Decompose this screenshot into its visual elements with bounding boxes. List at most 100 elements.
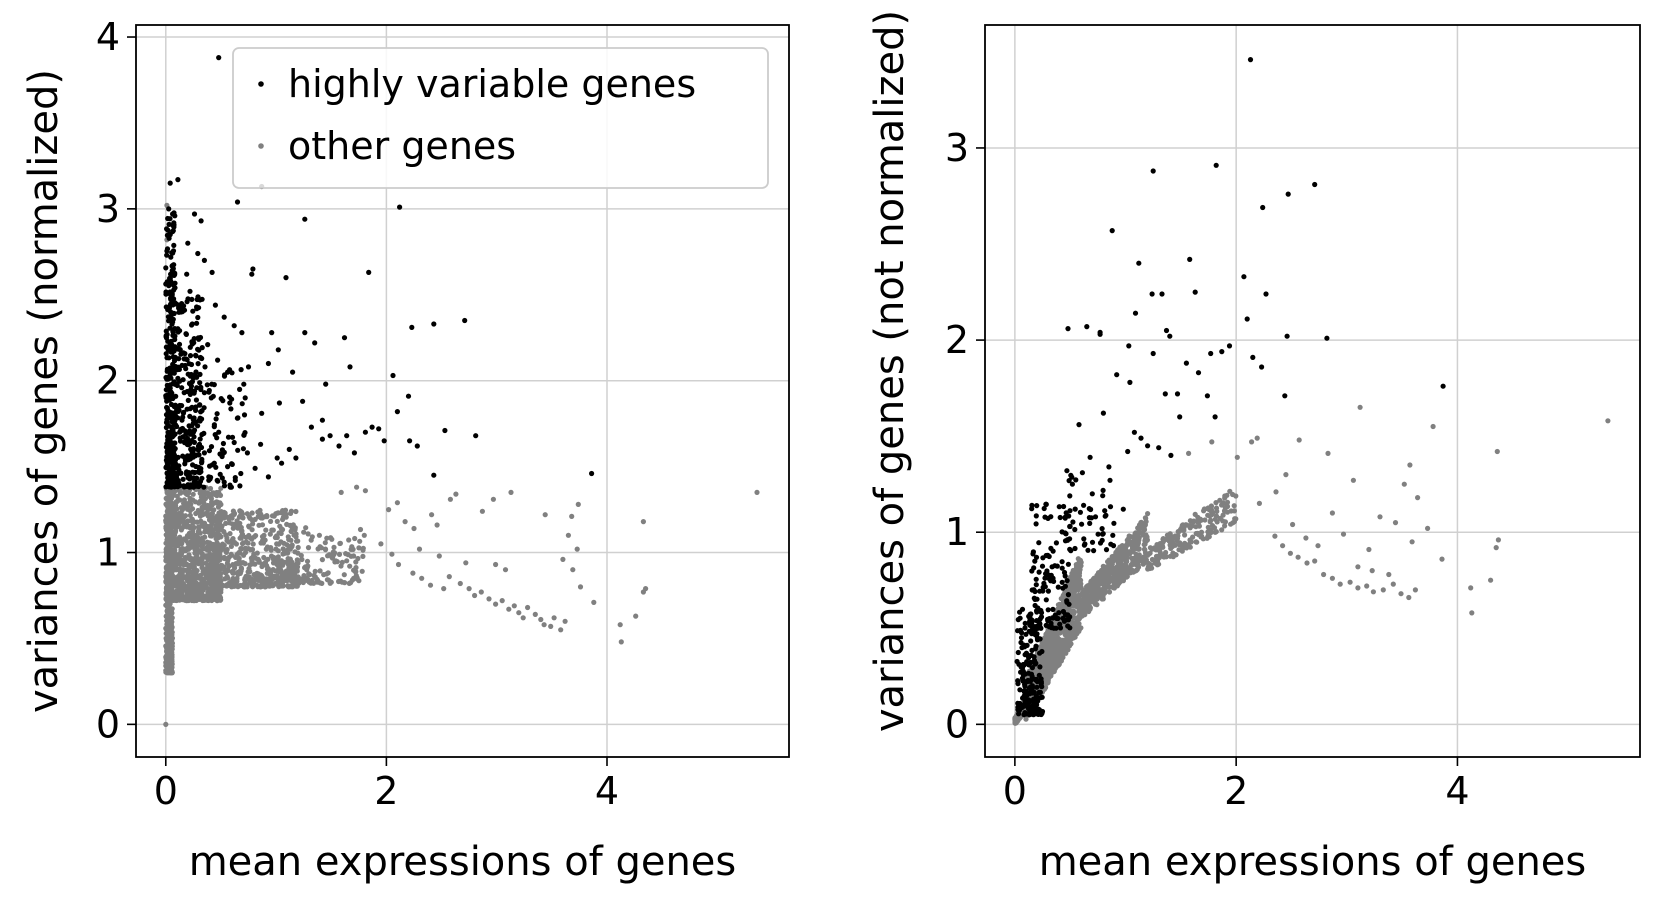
highly-variable-genes-point [1034, 577, 1039, 582]
highly-variable-genes-point [242, 412, 247, 417]
highly-variable-genes-point [1022, 662, 1027, 667]
highly-variable-genes-point [241, 382, 246, 387]
other-genes-point [286, 584, 291, 589]
other-genes-point [219, 563, 224, 568]
highly-variable-genes-point [172, 272, 177, 277]
highly-variable-genes-point [1027, 691, 1032, 696]
other-genes-point [533, 612, 538, 617]
highly-variable-genes-point [183, 331, 188, 336]
other-genes-point [1101, 575, 1106, 580]
other-genes-point [180, 546, 185, 551]
other-genes-point [1054, 647, 1059, 652]
other-genes-point [1153, 547, 1158, 552]
other-genes-point [1381, 587, 1386, 592]
other-genes-point [188, 508, 193, 513]
other-genes-point [480, 509, 485, 514]
highly-variable-genes-point [209, 382, 214, 387]
highly-variable-genes-point [186, 439, 191, 444]
highly-variable-genes-point [165, 216, 170, 221]
other-genes-point [1150, 557, 1155, 562]
other-genes-point [1056, 643, 1061, 648]
other-genes-point [1161, 536, 1166, 541]
other-genes-point [210, 520, 215, 525]
highly-variable-genes-point [232, 440, 237, 445]
other-genes-point [234, 541, 239, 546]
highly-variable-genes-point [192, 428, 197, 433]
highly-variable-genes-point [228, 406, 233, 411]
highly-variable-genes-point [200, 345, 205, 350]
other-genes-point [362, 533, 367, 538]
other-genes-point [1074, 630, 1079, 635]
other-genes-point [472, 593, 477, 598]
highly-variable-genes-point [279, 461, 284, 466]
other-genes-point [1469, 610, 1474, 615]
highly-variable-genes-point [202, 364, 207, 369]
highly-variable-genes-point [172, 462, 177, 467]
highly-variable-genes-point [1027, 698, 1032, 703]
highly-variable-genes-point [347, 364, 352, 369]
other-genes-point [191, 492, 196, 497]
legend-marker [258, 143, 264, 149]
other-genes-point [1080, 598, 1085, 603]
other-genes-point [296, 545, 301, 550]
other-genes-point [1148, 545, 1153, 550]
other-genes-point [275, 519, 280, 524]
other-genes-point [240, 532, 245, 537]
highly-variable-genes-point [190, 470, 195, 475]
other-genes-point [1219, 527, 1224, 532]
highly-variable-genes-point [170, 434, 175, 439]
other-genes-point [320, 557, 325, 562]
other-genes-point [238, 546, 243, 551]
other-genes-point [453, 492, 458, 497]
other-genes-point [173, 563, 178, 568]
other-genes-point [229, 552, 234, 557]
other-genes-point [1355, 585, 1360, 590]
other-genes-point [343, 551, 348, 556]
other-genes-point [566, 533, 571, 538]
other-genes-point [458, 581, 463, 586]
highly-variable-genes-point [309, 425, 314, 430]
other-genes-point [1069, 633, 1074, 638]
other-genes-point [357, 539, 362, 544]
other-genes-point [558, 627, 563, 632]
other-genes-point [243, 561, 248, 566]
other-genes-point [548, 624, 553, 629]
highly-variable-genes-point [171, 210, 176, 215]
highly-variable-genes-point [168, 289, 173, 294]
other-genes-point [244, 539, 249, 544]
other-genes-point [1398, 591, 1403, 596]
other-genes-point [246, 577, 251, 582]
other-genes-point [1110, 558, 1115, 563]
highly-variable-genes-point [190, 462, 195, 467]
other-genes-point [411, 526, 416, 531]
highly-variable-genes-point [1039, 683, 1044, 688]
highly-variable-genes-point [1028, 705, 1033, 710]
other-genes-point [165, 598, 170, 603]
highly-variable-genes-point [187, 289, 192, 294]
data-points [1012, 57, 1610, 726]
other-genes-point [253, 533, 258, 538]
x-tick-label: 4 [595, 769, 619, 813]
other-genes-point [1145, 553, 1150, 558]
highly-variable-genes-point [473, 433, 478, 438]
other-genes-point [503, 567, 508, 572]
highly-variable-genes-point [198, 385, 203, 390]
highly-variable-genes-point [363, 430, 368, 435]
other-genes-point [419, 576, 424, 581]
highly-variable-genes-point [277, 400, 282, 405]
highly-variable-genes-point [186, 398, 191, 403]
other-genes-point [448, 497, 453, 502]
other-genes-point [197, 560, 202, 565]
highly-variable-genes-point [179, 418, 184, 423]
highly-variable-genes-point [197, 402, 202, 407]
grid [985, 25, 1640, 757]
other-genes-point [211, 592, 216, 597]
highly-variable-genes-point [202, 405, 207, 410]
other-genes-point [211, 491, 216, 496]
highly-variable-genes-point [166, 384, 171, 389]
other-genes-point [1013, 718, 1018, 723]
other-genes-point [349, 544, 354, 549]
other-genes-point [1439, 557, 1444, 562]
other-genes-point [182, 536, 187, 541]
